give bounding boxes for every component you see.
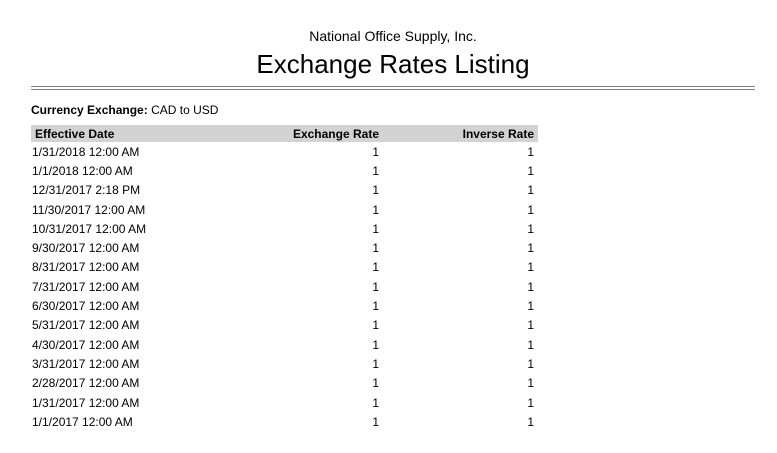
column-header-inverse-rate: Inverse Rate bbox=[383, 125, 538, 142]
cell-exchange-rate: 1 bbox=[372, 318, 379, 333]
cell-exchange-rate: 1 bbox=[372, 202, 379, 217]
table-row: 1/1/2018 12:00 AM 1 1 bbox=[31, 161, 538, 180]
table-row: 1/31/2017 12:00 AM 1 1 bbox=[31, 393, 538, 412]
company-name: National Office Supply, Inc. bbox=[309, 28, 477, 44]
cell-exchange-rate: 1 bbox=[372, 221, 379, 236]
cell-effective-date: 10/31/2017 12:00 AM bbox=[32, 221, 147, 236]
table-row: 8/31/2017 12:00 AM 1 1 bbox=[31, 258, 538, 277]
table-row: 4/30/2017 12:00 AM 1 1 bbox=[31, 335, 538, 354]
cell-effective-date: 9/30/2017 12:00 AM bbox=[32, 241, 140, 256]
cell-effective-date: 3/31/2017 12:00 AM bbox=[32, 356, 140, 371]
cell-exchange-rate: 1 bbox=[372, 337, 379, 352]
cell-exchange-rate: 1 bbox=[372, 376, 379, 391]
cell-exchange-rate: 1 bbox=[372, 414, 379, 429]
cell-inverse-rate: 1 bbox=[527, 260, 534, 275]
table-row: 2/28/2017 12:00 AM 1 1 bbox=[31, 374, 538, 393]
table-row: 1/1/2017 12:00 AM 1 1 bbox=[31, 412, 538, 431]
cell-effective-date: 8/31/2017 12:00 AM bbox=[32, 260, 140, 275]
filter-label: Currency Exchange: bbox=[31, 103, 148, 117]
report-header: National Office Supply, Inc. Exchange Ra… bbox=[31, 27, 755, 82]
cell-inverse-rate: 1 bbox=[527, 299, 534, 314]
cell-inverse-rate: 1 bbox=[527, 318, 534, 333]
table-row: 10/31/2017 12:00 AM 1 1 bbox=[31, 219, 538, 238]
cell-effective-date: 11/30/2017 12:00 AM bbox=[32, 202, 146, 217]
cell-inverse-rate: 1 bbox=[527, 356, 534, 371]
cell-inverse-rate: 1 bbox=[527, 395, 534, 410]
cell-exchange-rate: 1 bbox=[372, 144, 379, 159]
currency-exchange-filter: Currency Exchange: CAD to USD bbox=[31, 103, 777, 117]
cell-inverse-rate: 1 bbox=[527, 337, 534, 352]
cell-exchange-rate: 1 bbox=[372, 299, 379, 314]
cell-effective-date: 4/30/2017 12:00 AM bbox=[32, 337, 140, 352]
cell-inverse-rate: 1 bbox=[527, 376, 534, 391]
cell-effective-date: 5/31/2017 12:00 AM bbox=[32, 318, 140, 333]
cell-inverse-rate: 1 bbox=[527, 202, 534, 217]
cell-exchange-rate: 1 bbox=[372, 260, 379, 275]
cell-inverse-rate: 1 bbox=[527, 414, 534, 429]
cell-effective-date: 12/31/2017 2:18 PM bbox=[32, 183, 141, 198]
cell-effective-date: 1/1/2017 12:00 AM bbox=[32, 414, 133, 429]
table-row: 7/31/2017 12:00 AM 1 1 bbox=[31, 277, 538, 296]
cell-effective-date: 7/31/2017 12:00 AM bbox=[32, 279, 140, 294]
column-header-effective-date: Effective Date bbox=[31, 125, 257, 142]
table-body: 1/31/2018 12:00 AM 1 1 1/1/2018 12:00 AM… bbox=[31, 142, 538, 431]
title-divider-rule bbox=[31, 86, 755, 90]
cell-inverse-rate: 1 bbox=[527, 221, 534, 236]
cell-inverse-rate: 1 bbox=[527, 163, 534, 178]
table-row: 9/30/2017 12:00 AM 1 1 bbox=[31, 238, 538, 257]
report-page: National Office Supply, Inc. Exchange Ra… bbox=[31, 27, 777, 431]
table-row: 12/31/2017 2:18 PM 1 1 bbox=[31, 181, 538, 200]
table-row: 1/31/2018 12:00 AM 1 1 bbox=[31, 142, 538, 161]
filter-value: CAD to USD bbox=[151, 103, 219, 117]
table-row: 11/30/2017 12:00 AM 1 1 bbox=[31, 200, 538, 219]
table-row: 5/31/2017 12:00 AM 1 1 bbox=[31, 316, 538, 335]
cell-inverse-rate: 1 bbox=[527, 279, 534, 294]
cell-exchange-rate: 1 bbox=[372, 279, 379, 294]
cell-effective-date: 2/28/2017 12:00 AM bbox=[32, 376, 140, 391]
cell-exchange-rate: 1 bbox=[372, 241, 379, 256]
cell-inverse-rate: 1 bbox=[527, 144, 534, 159]
cell-effective-date: 1/1/2018 12:00 AM bbox=[32, 163, 133, 178]
cell-effective-date: 6/30/2017 12:00 AM bbox=[32, 299, 140, 314]
table-row: 3/31/2017 12:00 AM 1 1 bbox=[31, 354, 538, 373]
table-row: 6/30/2017 12:00 AM 1 1 bbox=[31, 296, 538, 315]
cell-effective-date: 1/31/2017 12:00 AM bbox=[32, 395, 140, 410]
cell-exchange-rate: 1 bbox=[372, 356, 379, 371]
cell-inverse-rate: 1 bbox=[527, 183, 534, 198]
cell-exchange-rate: 1 bbox=[372, 395, 379, 410]
column-header-exchange-rate: Exchange Rate bbox=[257, 125, 383, 142]
exchange-rates-table: Effective Date Exchange Rate Inverse Rat… bbox=[31, 125, 538, 431]
cell-inverse-rate: 1 bbox=[527, 241, 534, 256]
cell-effective-date: 1/31/2018 12:00 AM bbox=[32, 144, 140, 159]
report-title: Exchange Rates Listing bbox=[256, 49, 530, 79]
cell-exchange-rate: 1 bbox=[372, 183, 379, 198]
table-header-row: Effective Date Exchange Rate Inverse Rat… bbox=[31, 125, 538, 142]
cell-exchange-rate: 1 bbox=[372, 163, 379, 178]
